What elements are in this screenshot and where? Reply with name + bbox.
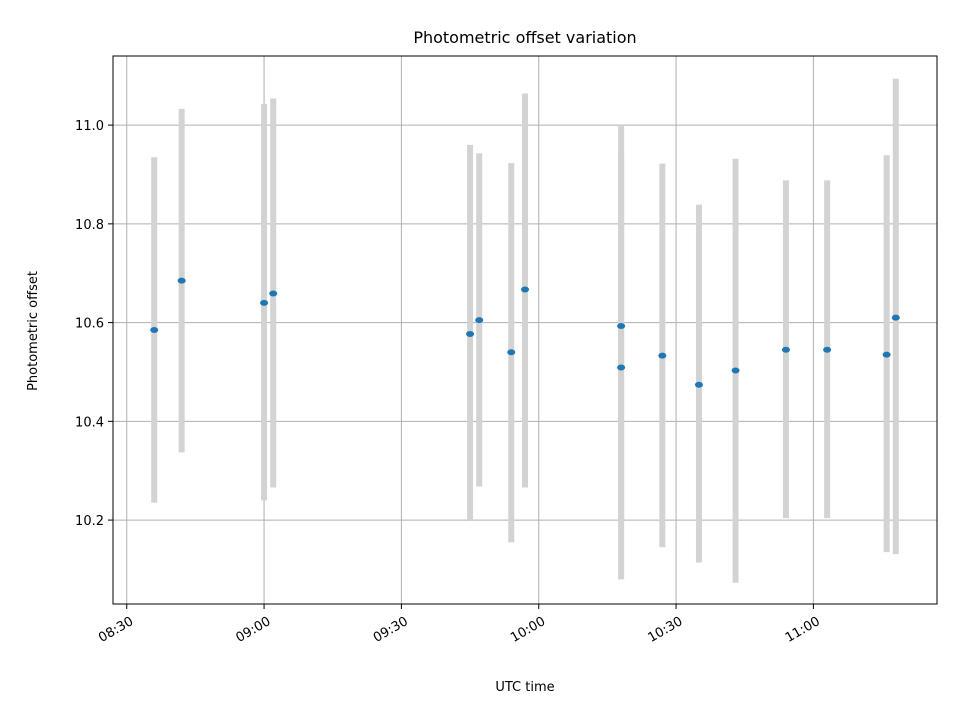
data-point [617,323,626,330]
data-point [781,346,790,353]
data-point [891,314,900,321]
y-axis-ticks: 10.2 10.4 10.6 10.8 11.0 [75,119,113,529]
data-point [269,290,278,297]
data-point [823,346,832,353]
y-axis-label: Photometric offset [26,271,41,391]
data-point [731,367,740,374]
y-tick-label: 10.8 [75,218,104,233]
data-point [658,352,667,359]
data-point [475,317,484,324]
data-point [466,330,475,337]
y-tick-label: 10.2 [75,514,104,529]
data-point [177,277,186,284]
axes-frame [112,55,938,605]
x-axis-label: UTC time [495,680,554,695]
data-point [507,349,516,356]
data-points [150,277,900,388]
data-point [150,327,159,333]
data-point [617,364,626,371]
data-point [694,381,703,388]
y-tick-label: 11.0 [75,119,104,134]
y-tick-label: 10.4 [75,415,104,430]
data-point [882,351,891,358]
y-tick-label: 10.6 [75,317,104,332]
chart-title: Photometric offset variation [413,28,636,47]
data-point [260,299,269,306]
data-point [521,286,529,293]
